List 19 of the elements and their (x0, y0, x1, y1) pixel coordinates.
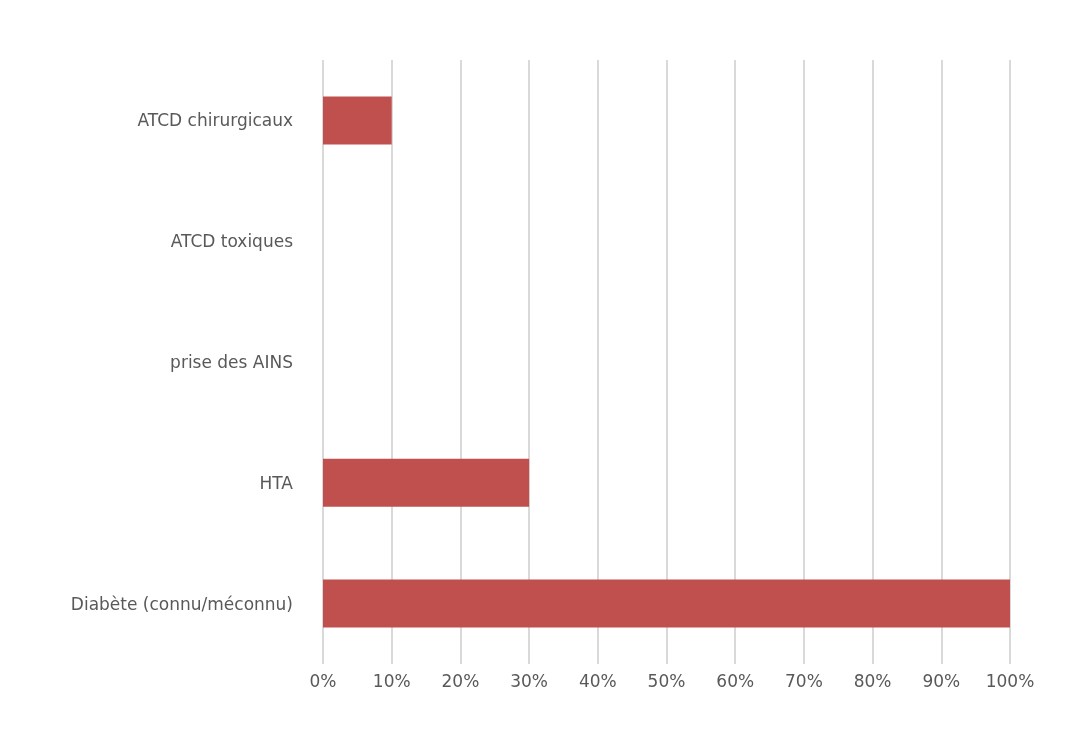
x-tick-label: 40% (578, 670, 617, 691)
y-tick-label: HTA (259, 472, 294, 493)
x-tick-label: 10% (372, 670, 411, 691)
x-tick-label: 80% (853, 670, 892, 691)
y-tick-label: prise des AINS (170, 352, 293, 372)
x-tick-label: 30% (510, 670, 548, 691)
bar (323, 96, 392, 145)
x-tick-label: 50% (647, 670, 686, 691)
x-tick-label: 60% (716, 670, 755, 691)
x-tick-label: 70% (785, 670, 823, 691)
bar (323, 579, 1010, 628)
x-tick-label: 100% (985, 670, 1035, 691)
x-tick-label: 20% (441, 670, 480, 691)
y-tick-label: Diabète (connu/méconnu) (70, 593, 293, 614)
x-tick-label: 90% (922, 670, 961, 691)
x-tick-label: 0% (309, 670, 337, 691)
bar (323, 458, 530, 507)
y-tick-label: ATCD chirurgicaux (137, 110, 293, 131)
y-tick-label: ATCD toxiques (170, 231, 294, 252)
